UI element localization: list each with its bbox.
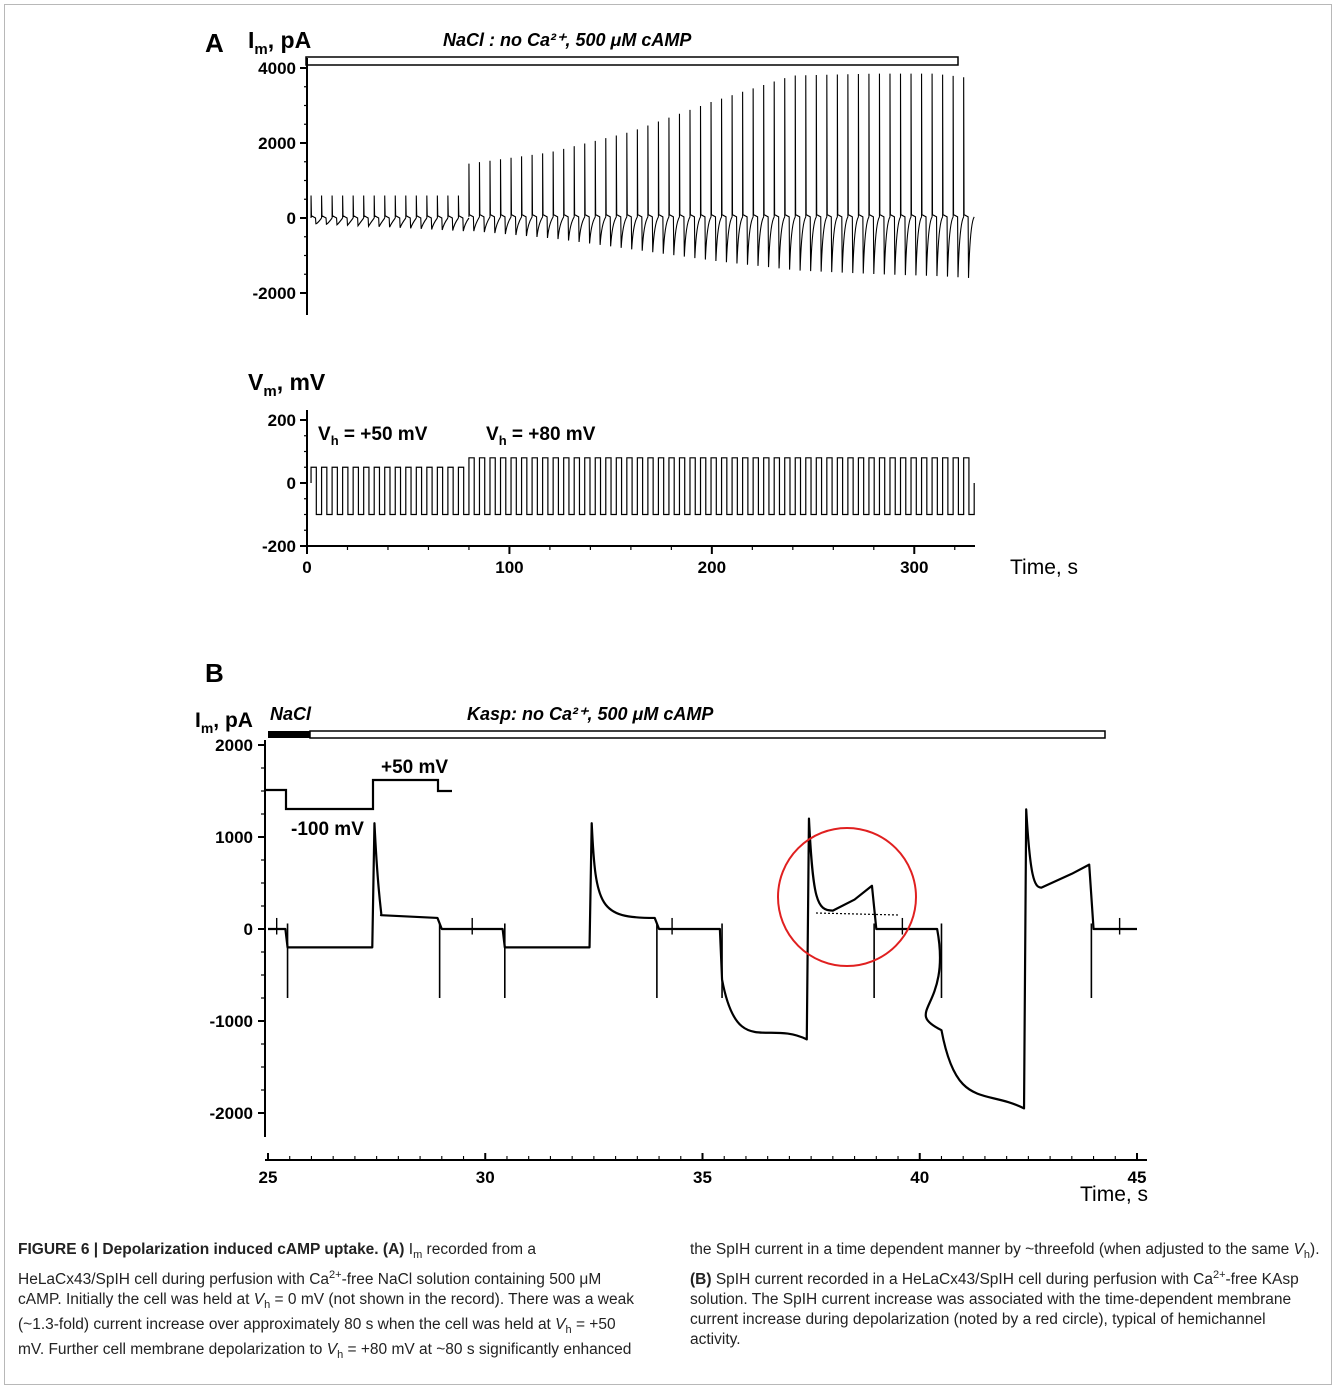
panel-a-time-label: Time, s: [1010, 556, 1078, 579]
panel-b-step-high-label: +50 mV: [381, 757, 448, 778]
panel-b-y-tick-label: 0: [244, 920, 253, 939]
figure-plots: A Im, pA NaCl : no Ca²⁺, 500 μM cAMP 400…: [195, 27, 1148, 1206]
panel-a-perfusion-bar: [305, 56, 959, 66]
panel-b-label: B: [205, 658, 224, 688]
panel-b-current-trace: [268, 808, 1137, 1110]
panel-b-baseline-dotted: [815, 912, 899, 916]
panel-a-current-trace: [310, 73, 975, 278]
panel-a: A Im, pA NaCl : no Ca²⁺, 500 μM cAMP 400…: [205, 27, 1078, 579]
figure-caption-right: the SpIH current in a time dependent man…: [690, 1240, 1320, 1350]
caption-left-text: Im recorded from a HeLaCx43/SpIH cell du…: [18, 1241, 634, 1362]
panel-b-axes: 2000 1000 0 -1000 -2000 25 30 35 40 45: [210, 736, 1147, 1187]
panel-a-x-tick-label: 200: [698, 558, 726, 577]
panel-b-current-line: [268, 808, 1137, 1110]
panel-b-step-low-label: -100 mV: [291, 819, 364, 840]
panel-b-y-tick-label: 2000: [215, 736, 253, 755]
panel-b-kasp-label: Kasp: no Ca²⁺, 500 μM cAMP: [467, 704, 714, 724]
panel-a-x-tick-label: 100: [495, 558, 523, 577]
panel-a-current-y-tick-label: 4000: [258, 59, 296, 78]
panel-a-current-y-tick-label: -2000: [253, 284, 296, 303]
panel-a-vh2-label: Vh = +80 mV: [486, 424, 596, 448]
panel-b-hemichannel-circle: [777, 827, 917, 967]
caption-right-text: the SpIH current in a time dependent man…: [690, 1241, 1320, 1349]
panel-a-voltage-y-tick-label: 0: [287, 474, 296, 493]
panel-a-current-y-tick-label: 0: [287, 209, 296, 228]
panel-a-voltage-line: [310, 457, 975, 516]
panel-b-y-tick-label: -1000: [210, 1012, 253, 1031]
panel-b-nacl-bar: [268, 731, 310, 738]
panel-b-x-tick-label: 25: [259, 1168, 278, 1187]
panel-a-current-axis: 4000 2000 0 -2000: [253, 58, 308, 315]
panel-b-x-tick-label: 35: [693, 1168, 712, 1187]
panel-b: B Im, pA NaCl Kasp: no Ca²⁺, 500 μM cAMP…: [195, 658, 1148, 1206]
panel-a-voltage-axis: 200 0 -200 0 100 200 300: [262, 410, 975, 577]
panel-a-voltage-axis-title: Vm, mV: [248, 369, 326, 400]
panel-b-y-tick-label: 1000: [215, 828, 253, 847]
panel-b-x-tick-label: 30: [476, 1168, 495, 1187]
panel-b-voltage-protocol: [264, 778, 452, 811]
panel-a-perfusion-label: NaCl : no Ca²⁺, 500 μM cAMP: [443, 30, 692, 50]
panel-b-current-axis-title: Im, pA: [195, 709, 253, 736]
panel-a-voltage-y-tick-label: -200: [262, 537, 296, 556]
panel-b-kasp-bar: [309, 730, 1106, 739]
panel-a-label: A: [205, 28, 224, 58]
panel-a-x-tick-label: 300: [900, 558, 928, 577]
panel-a-current-axis-title: Im, pA: [248, 27, 311, 58]
panel-a-current-y-tick-label: 2000: [258, 134, 296, 153]
panel-a-x-tick-label: 0: [302, 558, 311, 577]
figure-caption-left: FIGURE 6 | Depolarization induced cAMP u…: [18, 1240, 643, 1366]
panel-b-y-tick-label: -2000: [210, 1104, 253, 1123]
panel-a-voltage-trace: [310, 457, 975, 516]
panel-b-time-label: Time, s: [1080, 1183, 1148, 1206]
panel-a-voltage-y-tick-label: 200: [268, 411, 296, 430]
panel-a-vh1-label: Vh = +50 mV: [318, 424, 428, 448]
panel-b-x-tick-label: 45: [1128, 1168, 1147, 1187]
panel-a-current-line: [310, 73, 975, 278]
panel-b-nacl-label: NaCl: [270, 704, 312, 724]
caption-title: FIGURE 6 | Depolarization induced cAMP u…: [18, 1241, 405, 1258]
figure-frame: [4, 4, 1332, 1385]
panel-b-x-tick-label: 40: [910, 1168, 929, 1187]
